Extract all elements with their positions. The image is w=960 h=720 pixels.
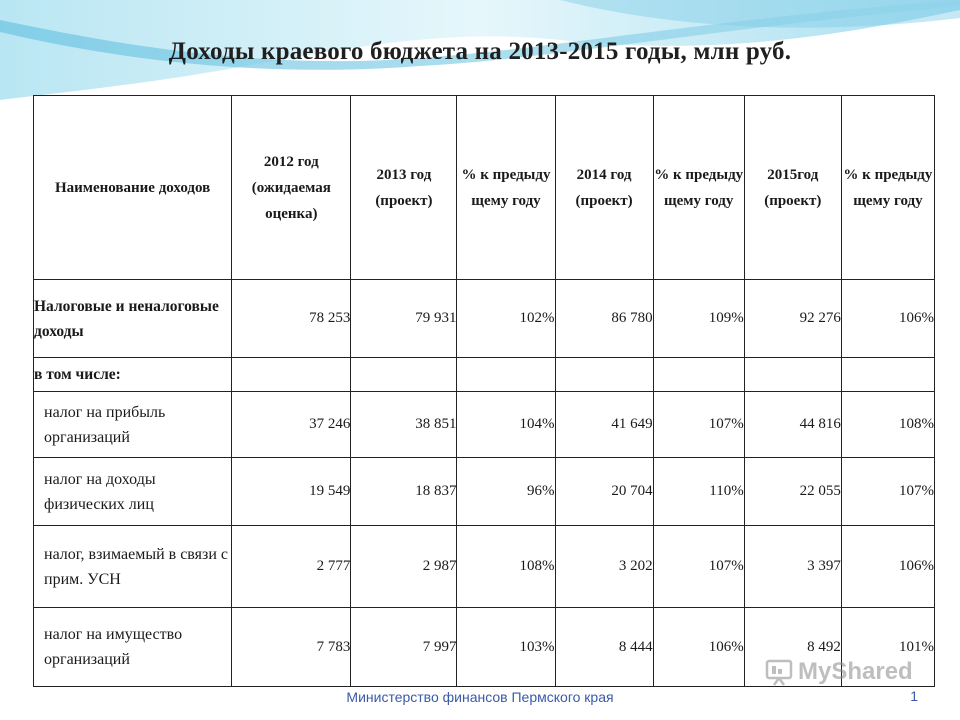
cell-2013: 79 931 xyxy=(350,279,458,358)
table-row: налог на доходы физических лиц 19 549 18… xyxy=(32,457,936,526)
cell-2012: 2 777 xyxy=(231,525,352,608)
cell-pct-2013: 108% xyxy=(456,525,556,608)
cell-pct-2015: 108% xyxy=(840,391,936,458)
table-row: в том числе: xyxy=(32,357,936,392)
cell-2013: 38 851 xyxy=(350,391,458,458)
cell-pct-2013: 103% xyxy=(456,607,556,687)
cell-pct-2015: 106% xyxy=(840,279,936,358)
cell-2013: 2 987 xyxy=(350,525,458,608)
cell-2015: 92 276 xyxy=(743,279,842,358)
row-label: налог на доходы физических лиц xyxy=(32,457,233,526)
cell-2012: 78 253 xyxy=(231,279,352,358)
cell-pct-2015: 106% xyxy=(840,525,936,608)
table-row: Налоговые и неналоговые доходы 78 253 79… xyxy=(32,279,936,358)
cell-pct-2014: 110% xyxy=(652,457,745,526)
header-pct-2014: % к предыду щему году xyxy=(652,95,745,280)
cell-2014: 8 444 xyxy=(554,607,654,687)
footer-ministry: Министерство финансов Пермского края xyxy=(346,689,614,705)
cell-2014: 20 704 xyxy=(554,457,654,526)
cell-2013: 18 837 xyxy=(350,457,458,526)
cell-2015: 44 816 xyxy=(743,391,842,458)
cell-pct-2013: 102% xyxy=(456,279,556,358)
empty-cell xyxy=(743,357,842,392)
empty-cell xyxy=(840,357,936,392)
header-wave-decoration xyxy=(0,0,960,100)
presentation-icon xyxy=(765,659,793,686)
header-pct-2013: % к предыду щему году xyxy=(456,95,556,280)
cell-pct-2014: 106% xyxy=(652,607,745,687)
header-2012: 2012 год (ожидаемая оценка) xyxy=(231,95,352,280)
cell-pct-2014: 109% xyxy=(652,279,745,358)
watermark: MyShared xyxy=(764,655,913,689)
row-label: налог, взимаемый в связи с прим. УСН xyxy=(32,525,233,608)
header-name: Наименование доходов xyxy=(32,95,233,280)
empty-cell xyxy=(554,357,654,392)
revenue-table: Наименование доходов 2012 год (ожидаемая… xyxy=(32,95,936,687)
cell-2015: 22 055 xyxy=(743,457,842,526)
row-label: в том числе: xyxy=(32,357,233,392)
row-label: Налоговые и неналоговые доходы xyxy=(32,279,233,358)
header-2014: 2014 год (проект) xyxy=(554,95,654,280)
cell-2015: 3 397 xyxy=(743,525,842,608)
page-number: 1 xyxy=(910,688,918,704)
cell-pct-2015: 101% xyxy=(840,607,936,687)
table-header-row: Наименование доходов 2012 год (ожидаемая… xyxy=(32,95,936,280)
table-row: налог на имущество организаций 7 783 7 9… xyxy=(32,607,936,687)
cell-pct-2013: 104% xyxy=(456,391,556,458)
cell-pct-2014: 107% xyxy=(652,391,745,458)
header-2015: 2015год (проект) xyxy=(743,95,842,280)
cell-2012: 7 783 xyxy=(231,607,352,687)
cell-2015: 8 492 xyxy=(743,607,842,687)
cell-2013: 7 997 xyxy=(350,607,458,687)
cell-2014: 3 202 xyxy=(554,525,654,608)
row-label: налог на имущество организаций xyxy=(32,607,233,687)
cell-2012: 19 549 xyxy=(231,457,352,526)
empty-cell xyxy=(652,357,745,392)
row-label: налог на прибыль организаций xyxy=(32,391,233,458)
empty-cell xyxy=(231,357,352,392)
cell-pct-2013: 96% xyxy=(456,457,556,526)
table-row: налог на прибыль организаций 37 246 38 8… xyxy=(32,391,936,458)
empty-cell xyxy=(456,357,556,392)
watermark-text: MyShared xyxy=(798,658,913,685)
table-row: налог, взимаемый в связи с прим. УСН 2 7… xyxy=(32,525,936,608)
cell-pct-2015: 107% xyxy=(840,457,936,526)
cell-2014: 41 649 xyxy=(554,391,654,458)
empty-cell xyxy=(350,357,458,392)
header-2013: 2013 год (проект) xyxy=(350,95,458,280)
header-pct-2015: % к предыду щему году xyxy=(840,95,936,280)
page-title: Доходы краевого бюджета на 2013-2015 год… xyxy=(168,38,792,65)
cell-2012: 37 246 xyxy=(231,391,352,458)
cell-pct-2014: 107% xyxy=(652,525,745,608)
cell-2014: 86 780 xyxy=(554,279,654,358)
